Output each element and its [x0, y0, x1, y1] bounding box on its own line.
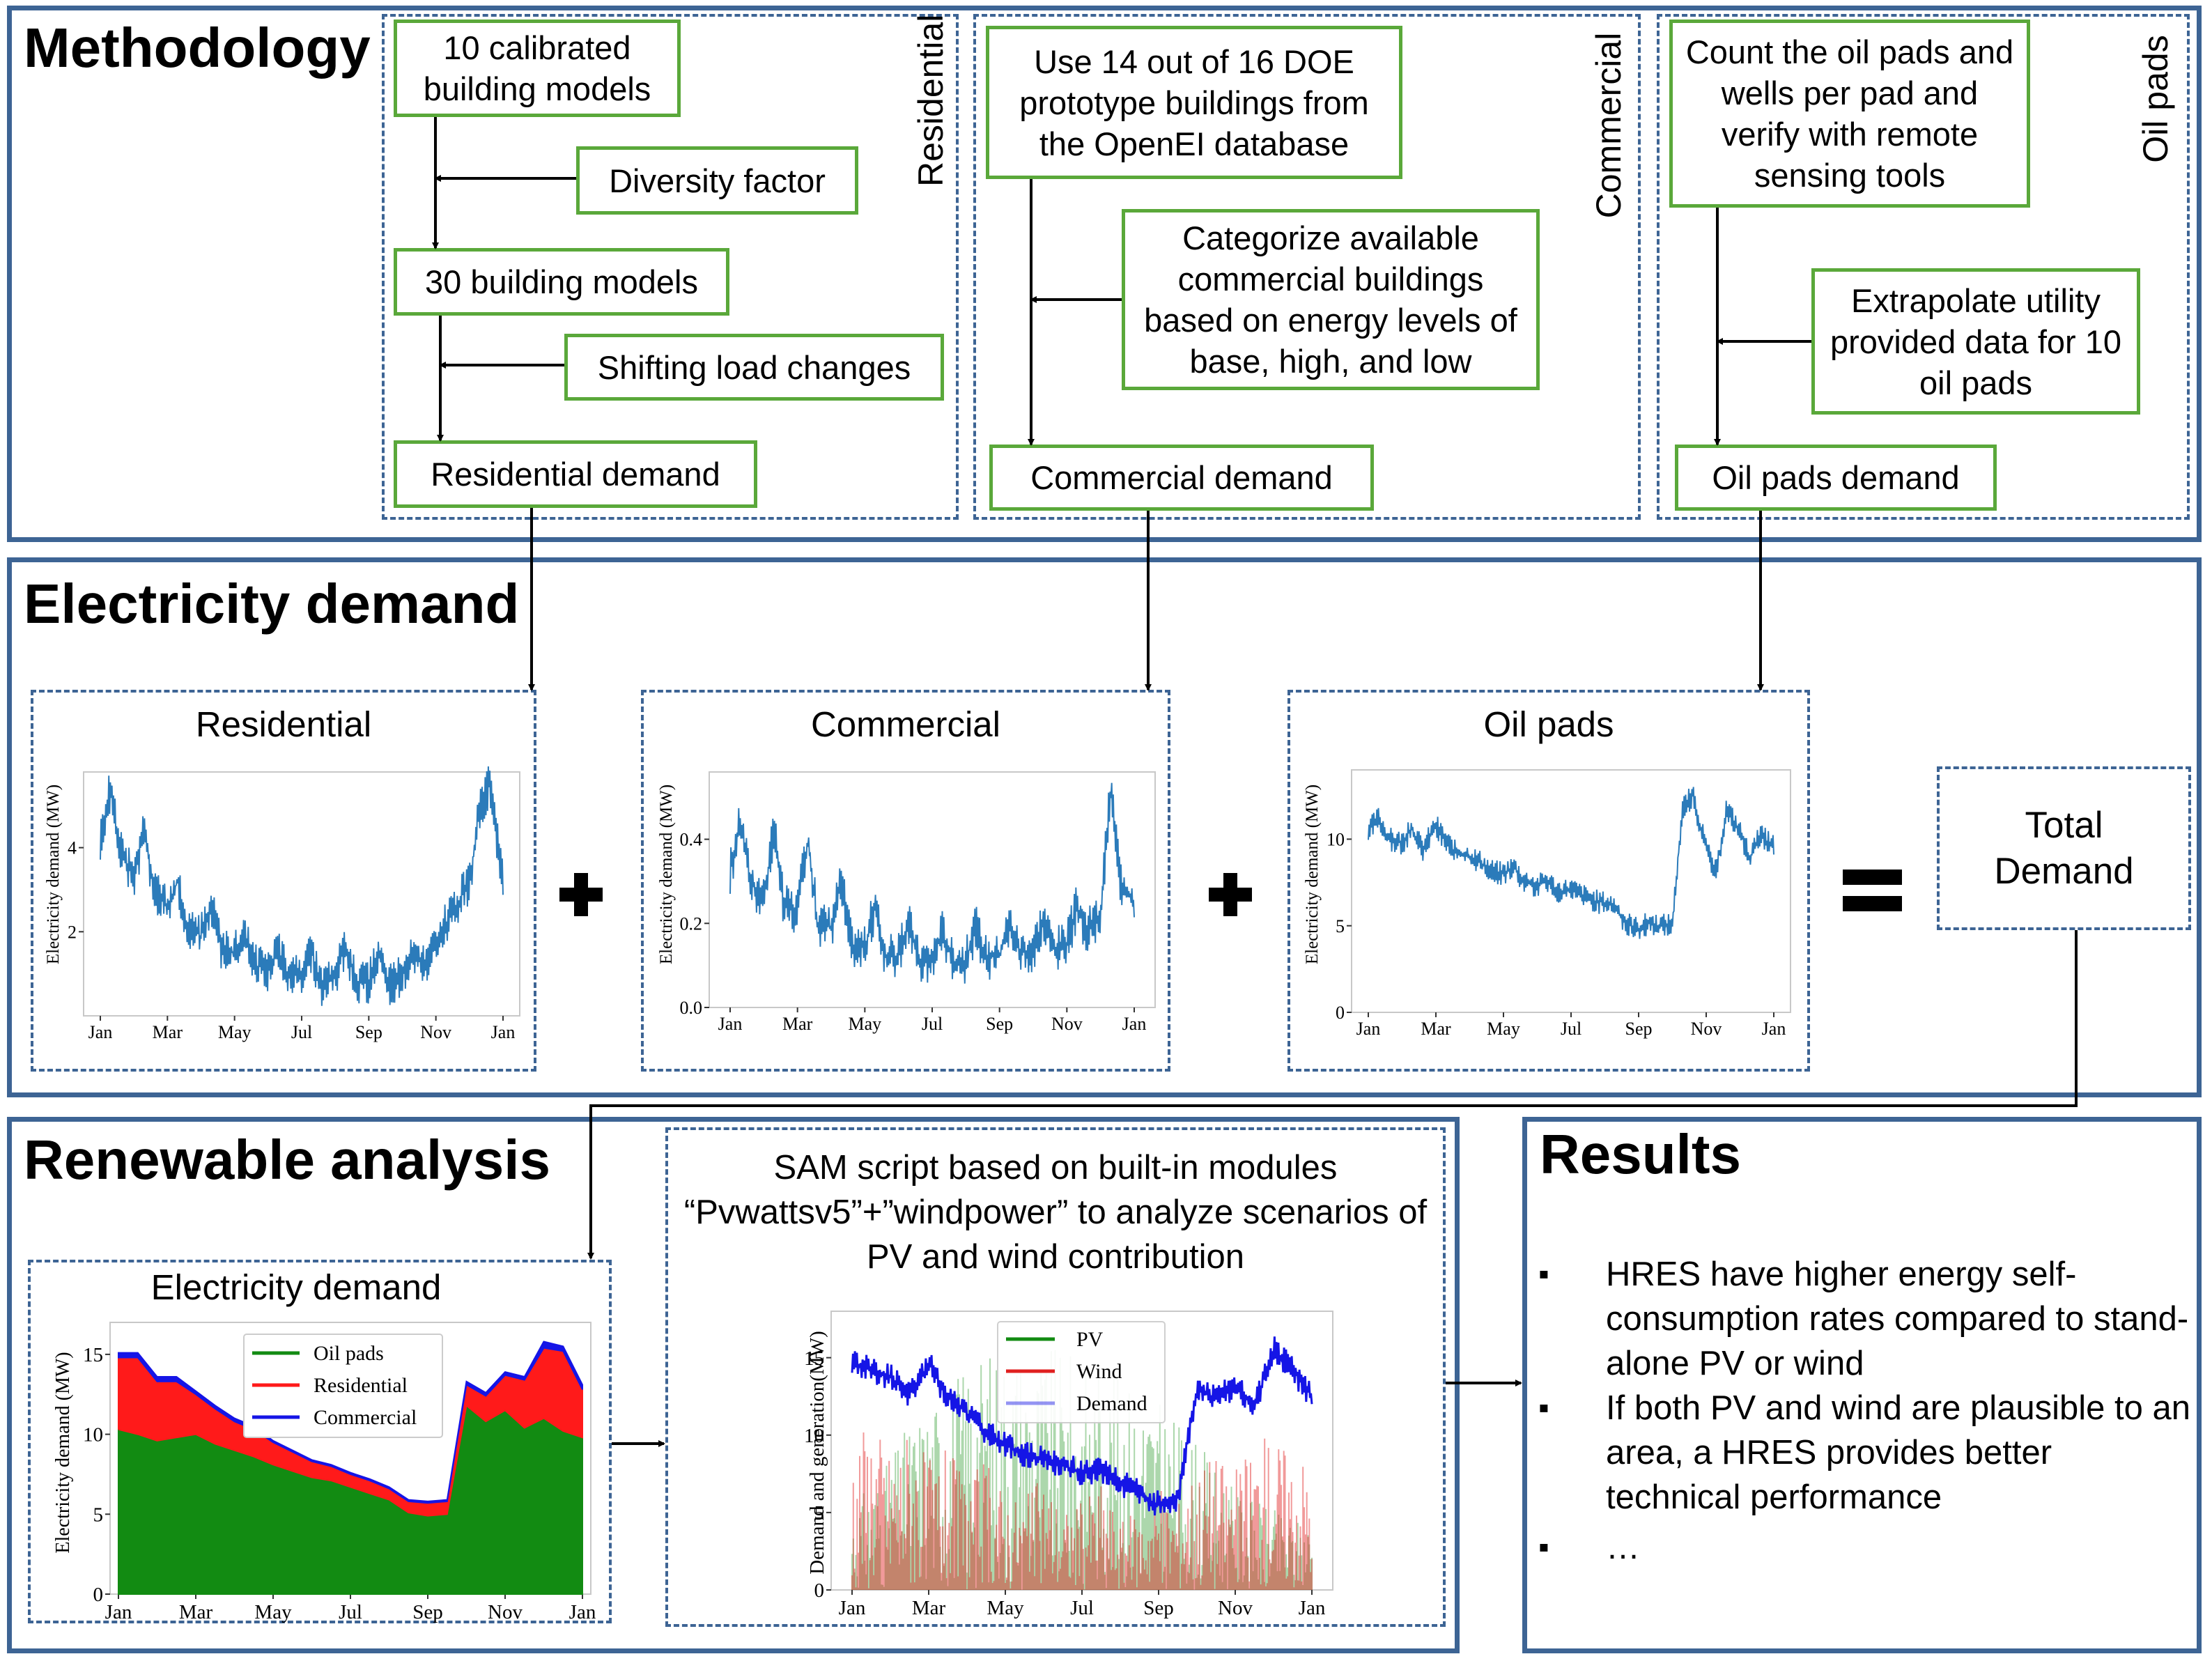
box-shifting-load: Shifting load changes: [564, 334, 944, 401]
methodology-title: Methodology: [24, 17, 371, 79]
box-count-oil-pads: Count the oil pads and wells per pad and…: [1669, 20, 2030, 208]
oilpads-ylabel: Electricity demand (MW): [1303, 784, 1322, 965]
sam-script-description: SAM script based on built-in modules “Pv…: [683, 1149, 1428, 1276]
methodology-panel: [7, 6, 2202, 542]
commercial-method-label: Commercial: [1589, 32, 1628, 219]
box-extrapolate-utility: Extrapolate utility provided data for 10…: [1811, 268, 2140, 415]
plus-icon: [559, 873, 603, 916]
equals-icon: [1843, 870, 1902, 911]
results-list: HRES have higher energy self-consumption…: [1538, 1252, 2193, 1570]
results-item: …: [1538, 1525, 2193, 1570]
residential-chart-title: Residential: [195, 704, 372, 744]
box-categorize-commercial: Categorize available commercial building…: [1122, 209, 1540, 390]
results-item: If both PV and wind are plausible to an …: [1538, 1386, 2193, 1520]
box-diversity-factor: Diversity factor: [576, 146, 858, 215]
oilpads-chart-frame: [1287, 690, 1810, 1072]
results-title: Results: [1540, 1123, 1741, 1185]
box-calibrated-models: 10 calibrated building models: [394, 20, 681, 117]
stacked-chart-frame: [28, 1260, 612, 1623]
box-residential-demand: Residential demand: [394, 440, 757, 508]
renewable-analysis-title: Renewable analysis: [24, 1129, 550, 1191]
total-demand-box: Total Demand: [1937, 766, 2191, 930]
stacked-ylabel: Electricity demand (MW): [52, 1352, 74, 1554]
commercial-chart-title: Commercial: [810, 704, 1001, 744]
stacked-chart-title: Electricity demand: [150, 1267, 442, 1307]
box-30-building-models: 30 building models: [394, 248, 729, 316]
results-item: HRES have higher energy self-consumption…: [1538, 1252, 2193, 1386]
commercial-ylabel: Electricity demand (MW): [657, 784, 676, 965]
total-demand-label: Total Demand: [1994, 804, 2134, 892]
oilpads-chart-title: Oil pads: [1483, 704, 1614, 744]
box-oil-pads-demand: Oil pads demand: [1675, 445, 1997, 511]
residential-method-area: [382, 14, 959, 520]
residential-chart-frame: [31, 690, 536, 1072]
plus-icon: [1209, 873, 1252, 916]
residential-method-label: Residential: [911, 14, 950, 187]
electricity-demand-title: Electricity demand: [24, 573, 520, 635]
commercial-method-area: [973, 14, 1641, 520]
commercial-chart-frame: [641, 690, 1170, 1072]
box-commercial-demand: Commercial demand: [989, 445, 1374, 511]
generation-ylabel: Demand and generation(MW): [806, 1331, 828, 1575]
oilpads-method-label: Oil pads: [2136, 35, 2175, 163]
residential-ylabel: Electricity demand (MW): [44, 784, 63, 965]
box-doe-prototype: Use 14 out of 16 DOE prototype buildings…: [986, 26, 1402, 179]
oilpads-method-area: [1657, 14, 2190, 520]
